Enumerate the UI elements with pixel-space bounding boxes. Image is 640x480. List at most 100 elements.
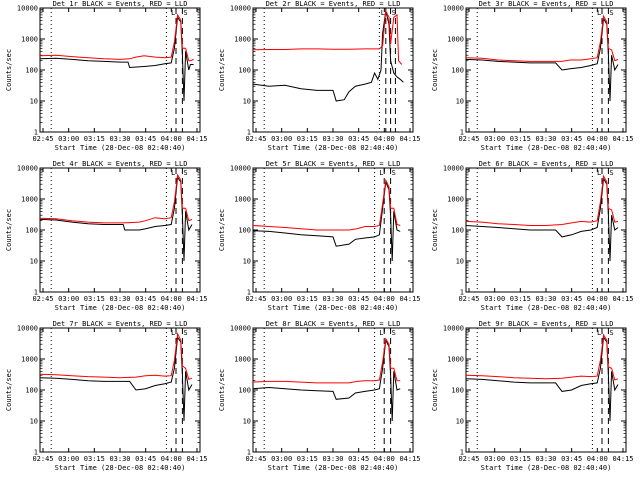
- y-tick-label: 100: [451, 387, 464, 395]
- x-tick-label: 04:00: [161, 295, 182, 303]
- x-axis-label: Start Time (28-Dec-08 02:40:40): [481, 144, 612, 152]
- x-tick-label: 04:15: [186, 295, 207, 303]
- x-tick-label: 03:30: [109, 455, 130, 463]
- x-tick-label: 03:45: [561, 135, 582, 143]
- saa-marker-label: S: [392, 169, 396, 177]
- lld-series-line: [39, 13, 194, 62]
- events-series-line: [465, 177, 619, 262]
- y-tick-label: 10000: [17, 325, 38, 333]
- lld-series-line: [465, 14, 619, 62]
- events-series-line: [39, 335, 193, 422]
- x-tick-label: 03:30: [109, 295, 130, 303]
- x-tick-label: 03:45: [561, 455, 582, 463]
- y-tick-label: 1000: [234, 36, 251, 44]
- x-tick-label: 04:15: [399, 135, 420, 143]
- events-series-line: [252, 10, 404, 102]
- x-tick-label: 04:15: [612, 455, 633, 463]
- saa-marker-label: L: [597, 169, 601, 177]
- x-tick-label: 03:00: [484, 135, 505, 143]
- x-tick-label: 03:15: [510, 135, 531, 143]
- chart-title: Det 8r BLACK = Events, RED = LLD: [266, 320, 401, 328]
- detector-chart: Det 7r BLACK = Events, RED = LLD 1 10 100 10…: [5, 320, 208, 472]
- events-series-line: [252, 338, 401, 422]
- y-tick-label: 1000: [234, 356, 251, 364]
- y-tick-label: 100: [451, 67, 464, 75]
- saa-marker-label: S: [183, 9, 187, 17]
- x-tick-label: 02:45: [245, 135, 266, 143]
- y-tick-label: 1: [460, 289, 464, 297]
- y-tick-label: 1000: [21, 196, 38, 204]
- y-tick-label: 1: [460, 129, 464, 137]
- y-tick-label: 10: [456, 418, 464, 426]
- y-tick-label: 1: [34, 449, 38, 457]
- y-tick-label: 10: [456, 258, 464, 266]
- x-axis-label: Start Time (28-Dec-08 02:40:40): [55, 304, 186, 312]
- chart-title: Det 1r BLACK = Events, RED = LLD: [53, 0, 188, 8]
- y-axis-label: Counts/sec: [431, 369, 439, 411]
- x-tick-label: 03:00: [58, 295, 79, 303]
- y-tick-label: 10: [456, 98, 464, 106]
- x-tick-label: 03:15: [510, 455, 531, 463]
- x-tick-label: 02:45: [245, 455, 266, 463]
- chart-title: Det 2r BLACK = Events, RED = LLD: [266, 0, 401, 8]
- y-tick-label: 10: [243, 98, 251, 106]
- y-tick-label: 10: [243, 418, 251, 426]
- saa-marker-label: S: [609, 169, 613, 177]
- x-tick-label: 03:15: [297, 135, 318, 143]
- chart-title: Det 3r BLACK = Events, RED = LLD: [479, 0, 614, 8]
- x-axis-label: Start Time (28-Dec-08 02:40:40): [481, 304, 612, 312]
- x-tick-label: 03:15: [297, 295, 318, 303]
- y-tick-label: 10: [30, 418, 38, 426]
- x-tick-label: 03:00: [271, 295, 292, 303]
- saa-marker-label: L: [379, 169, 383, 177]
- y-tick-label: 10000: [443, 325, 464, 333]
- saa-marker-label: S: [609, 329, 613, 337]
- y-tick-label: 1000: [447, 356, 464, 364]
- saa-marker-label: S: [183, 169, 187, 177]
- events-series-line: [39, 175, 193, 262]
- y-tick-label: 10000: [17, 5, 38, 13]
- detector-chart: Det 5r BLACK = Events, RED = LLD 1 10 100 10…: [218, 160, 421, 312]
- saa-marker-label: L: [381, 9, 385, 17]
- x-tick-label: 04:15: [399, 455, 420, 463]
- y-tick-label: 10: [30, 98, 38, 106]
- y-tick-label: 10: [30, 258, 38, 266]
- x-tick-label: 03:15: [84, 135, 105, 143]
- x-tick-label: 03:00: [58, 135, 79, 143]
- saa-marker-label: S: [609, 9, 613, 17]
- y-tick-label: 10000: [443, 165, 464, 173]
- y-axis-label: Counts/sec: [5, 369, 13, 411]
- x-tick-label: 03:45: [348, 455, 369, 463]
- lld-series-line: [252, 178, 401, 231]
- x-axis-label: Start Time (28-Dec-08 02:40:40): [481, 464, 612, 472]
- y-tick-label: 1: [247, 449, 251, 457]
- saa-marker-label: L: [171, 329, 175, 337]
- x-tick-label: 04:00: [374, 295, 395, 303]
- x-tick-label: 03:45: [135, 295, 156, 303]
- x-tick-label: 03:30: [535, 135, 556, 143]
- events-series-line: [252, 180, 401, 262]
- x-tick-label: 03:15: [510, 295, 531, 303]
- lld-series-line: [465, 174, 619, 226]
- x-tick-label: 03:30: [535, 295, 556, 303]
- y-tick-label: 10000: [230, 165, 251, 173]
- events-series-line: [465, 17, 619, 102]
- x-tick-label: 04:00: [587, 455, 608, 463]
- detector-chart: Det 9r BLACK = Events, RED = LLD 1 10 100 10…: [431, 320, 634, 472]
- chart-title: Det 9r BLACK = Events, RED = LLD: [479, 320, 614, 328]
- detector-chart: Det 6r BLACK = Events, RED = LLD 1 10 100 10…: [431, 160, 634, 312]
- y-tick-label: 100: [25, 387, 38, 395]
- lld-series-line: [39, 173, 193, 224]
- saa-marker-label: L: [379, 329, 383, 337]
- y-tick-label: 100: [238, 227, 251, 235]
- y-tick-label: 1000: [447, 196, 464, 204]
- x-tick-label: 03:45: [348, 295, 369, 303]
- detector-chart: Det 8r BLACK = Events, RED = LLD 1 10 100 10…: [218, 320, 421, 472]
- y-tick-label: 1: [34, 129, 38, 137]
- x-tick-label: 02:45: [32, 295, 53, 303]
- x-tick-label: 03:30: [322, 455, 343, 463]
- y-axis-label: Counts/sec: [5, 209, 13, 251]
- y-tick-label: 10000: [17, 165, 38, 173]
- x-tick-label: 03:45: [135, 455, 156, 463]
